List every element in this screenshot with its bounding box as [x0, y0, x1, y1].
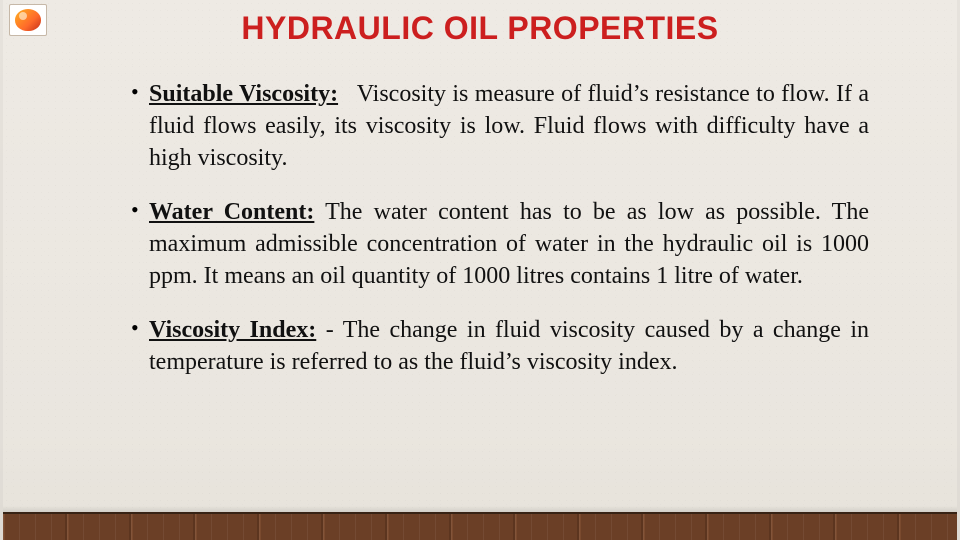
- list-item: Suitable Viscosity: Viscosity is measure…: [131, 78, 869, 174]
- bullet-label: Viscosity Index:: [149, 317, 316, 343]
- bullet-sep: [314, 199, 325, 225]
- bullet-label: Suitable Viscosity:: [149, 81, 338, 107]
- slide-title: HYDRAULIC OIL PROPERTIES: [3, 10, 957, 47]
- bullet-list: Suitable Viscosity: Viscosity is measure…: [131, 78, 869, 400]
- bullet-sep: [338, 81, 357, 107]
- bullet-label: Water Content:: [149, 199, 314, 225]
- list-item: Water Content: The water content has to …: [131, 196, 869, 292]
- bullet-sep: -: [316, 317, 342, 343]
- list-item: Viscosity Index: - The change in fluid v…: [131, 314, 869, 378]
- slide: HYDRAULIC OIL PROPERTIES Suitable Viscos…: [0, 0, 960, 540]
- wood-floor-strip: [3, 512, 957, 540]
